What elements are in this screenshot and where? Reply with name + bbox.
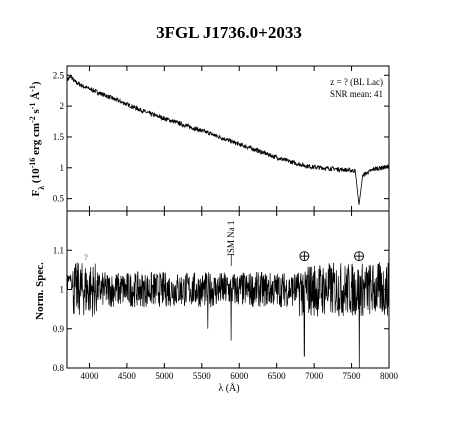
figure-title: 3FGL J1736.0+2033 [156,23,302,42]
redshift-annotation: z = ? (BL Lac) [330,77,383,87]
wavelength-x-tick-label: 7000 [305,371,324,381]
wavelength-x-axis-label: λ (Å) [218,382,239,394]
wavelength-x-tick-label: 4500 [118,371,137,381]
ism-na-annotation: ISM Na 1 [226,221,236,257]
flux-y-tick-label: 2.5 [53,70,65,80]
normalized-panel: 0.8 0.9 1 1.1 4000 4500 5000 5500 6000 6500 7000 7… [34,210,399,394]
wavelength-x-tick-label: 8000 [380,371,399,381]
wavelength-x-tick-label: 5500 [193,371,212,381]
question-mark-annotation: ? [84,253,88,262]
flux-y-tick-label: 1.5 [53,132,65,142]
wavelength-x-tick-label: 4000 [80,371,99,381]
wavelength-x-ticks: 4000 4500 5000 5500 6000 6500 7000 7500 8000 [80,211,399,381]
telluric-markers [299,251,364,262]
wavelength-x-tick-label: 7500 [343,371,362,381]
normalized-y-tick-label: 1 [60,285,65,295]
normalized-y-tick-label: 0.9 [53,324,65,334]
normalized-y-tick-label: 0.8 [53,363,65,373]
flux-panel-frame [66,65,390,212]
wavelength-x-tick-label: 6500 [268,371,287,381]
wavelength-x-tick-label: 5000 [155,371,174,381]
wavelength-x-tick-label: 6000 [230,371,249,381]
snr-annotation: SNR mean: 41 [330,89,383,99]
flux-y-ticks: 0.5 1 1.5 2 2.5 [53,66,390,211]
normalized-spectrum-line [66,262,390,369]
flux-y-tick-label: 0.5 [53,194,65,204]
normalized-y-tick-label: 1.1 [53,245,64,255]
flux-y-tick-label: 2 [60,101,65,111]
flux-y-tick-label: 1 [60,163,65,173]
normalized-y-axis-label: Norm. Spec. [34,262,46,320]
flux-spectrum-line [66,75,390,205]
flux-y-axis-label: Fλ (10-16 erg cm-2 s-1 Å-1) [28,81,46,196]
flux-panel: 0.511.522.5 z = ? (BL Lac) SNR mean: 41 … [28,65,390,212]
